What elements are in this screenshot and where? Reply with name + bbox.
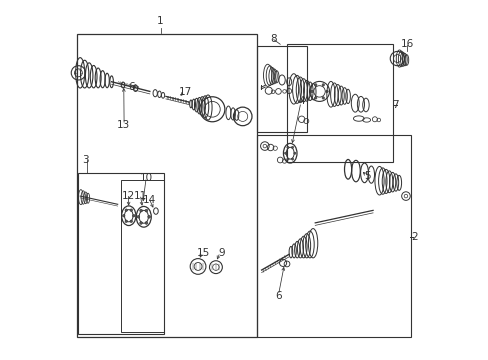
- Circle shape: [293, 152, 295, 154]
- Circle shape: [145, 222, 147, 224]
- Circle shape: [322, 84, 324, 86]
- Circle shape: [132, 215, 135, 217]
- Circle shape: [284, 152, 286, 154]
- Text: 11: 11: [133, 191, 146, 201]
- Text: 17: 17: [179, 87, 192, 98]
- Circle shape: [140, 209, 142, 212]
- Text: 5: 5: [364, 171, 370, 181]
- Text: 3: 3: [82, 156, 89, 165]
- Text: 14: 14: [143, 195, 156, 204]
- Circle shape: [286, 146, 288, 148]
- Circle shape: [310, 90, 313, 93]
- Circle shape: [125, 209, 127, 211]
- Text: 2: 2: [410, 232, 417, 242]
- Circle shape: [130, 209, 132, 211]
- Text: 6: 6: [275, 291, 281, 301]
- Circle shape: [314, 96, 316, 99]
- Text: 7: 7: [391, 100, 398, 110]
- Text: 8: 8: [270, 34, 277, 44]
- Circle shape: [291, 158, 293, 160]
- Circle shape: [125, 220, 127, 222]
- Circle shape: [147, 215, 150, 218]
- Circle shape: [137, 215, 140, 218]
- Circle shape: [130, 220, 132, 222]
- Text: 6: 6: [128, 82, 135, 92]
- Circle shape: [140, 222, 142, 224]
- Circle shape: [145, 209, 147, 212]
- Text: 4: 4: [298, 96, 305, 107]
- Circle shape: [314, 84, 316, 86]
- Text: 13: 13: [116, 120, 129, 130]
- Circle shape: [286, 158, 288, 160]
- Circle shape: [291, 146, 293, 148]
- Text: 10: 10: [140, 173, 153, 183]
- Text: 15: 15: [196, 248, 210, 258]
- Text: 12: 12: [122, 191, 135, 201]
- Circle shape: [122, 215, 125, 217]
- Text: 1: 1: [157, 16, 163, 26]
- Text: 9: 9: [218, 248, 224, 258]
- Circle shape: [322, 96, 324, 99]
- Circle shape: [325, 90, 327, 93]
- Text: 16: 16: [400, 39, 413, 49]
